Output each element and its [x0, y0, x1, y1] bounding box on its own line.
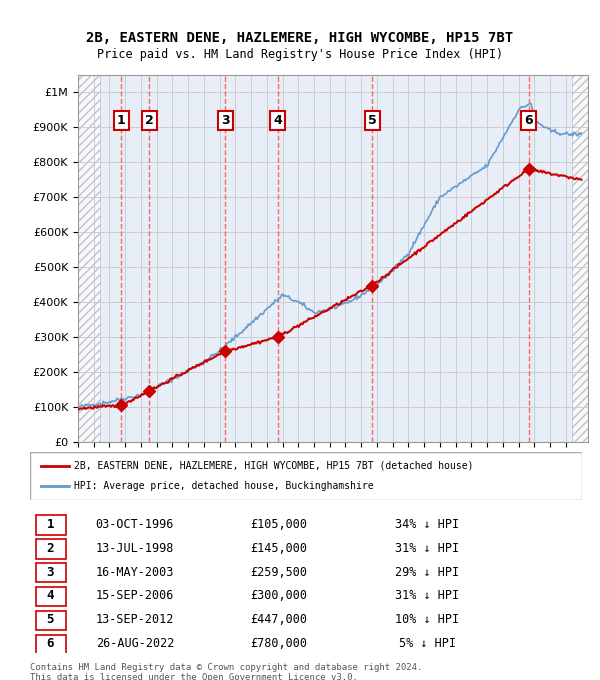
Text: 5% ↓ HPI: 5% ↓ HPI: [399, 637, 456, 650]
FancyBboxPatch shape: [35, 515, 66, 534]
Text: 31% ↓ HPI: 31% ↓ HPI: [395, 590, 460, 602]
Text: Contains HM Land Registry data © Crown copyright and database right 2024.: Contains HM Land Registry data © Crown c…: [30, 663, 422, 672]
FancyBboxPatch shape: [35, 563, 66, 583]
Text: £780,000: £780,000: [250, 637, 307, 650]
Text: 31% ↓ HPI: 31% ↓ HPI: [395, 541, 460, 555]
Text: 6: 6: [524, 114, 533, 126]
Text: Price paid vs. HM Land Registry's House Price Index (HPI): Price paid vs. HM Land Registry's House …: [97, 48, 503, 61]
FancyBboxPatch shape: [35, 539, 66, 558]
Text: £447,000: £447,000: [250, 613, 307, 626]
Text: 3: 3: [221, 114, 230, 126]
FancyBboxPatch shape: [35, 635, 66, 654]
Text: £259,500: £259,500: [250, 566, 307, 579]
FancyBboxPatch shape: [30, 452, 582, 500]
Text: 34% ↓ HPI: 34% ↓ HPI: [395, 517, 460, 530]
Text: 2: 2: [47, 541, 54, 555]
Text: HPI: Average price, detached house, Buckinghamshire: HPI: Average price, detached house, Buck…: [74, 481, 374, 492]
FancyBboxPatch shape: [35, 611, 66, 630]
Text: 3: 3: [47, 566, 54, 579]
Text: 4: 4: [274, 114, 282, 126]
Text: £145,000: £145,000: [250, 541, 307, 555]
FancyBboxPatch shape: [35, 587, 66, 607]
Text: £300,000: £300,000: [250, 590, 307, 602]
Text: 2: 2: [145, 114, 154, 126]
Text: 03-OCT-1996: 03-OCT-1996: [95, 517, 174, 530]
Text: 13-JUL-1998: 13-JUL-1998: [95, 541, 174, 555]
Text: 13-SEP-2012: 13-SEP-2012: [95, 613, 174, 626]
Text: This data is licensed under the Open Government Licence v3.0.: This data is licensed under the Open Gov…: [30, 673, 358, 680]
Text: 1: 1: [117, 114, 126, 126]
Text: 5: 5: [368, 114, 377, 126]
Text: 15-SEP-2006: 15-SEP-2006: [95, 590, 174, 602]
Text: 4: 4: [47, 590, 54, 602]
Text: 6: 6: [47, 637, 54, 650]
Text: 1: 1: [47, 517, 54, 530]
Text: 29% ↓ HPI: 29% ↓ HPI: [395, 566, 460, 579]
Text: 5: 5: [47, 613, 54, 626]
Text: 2B, EASTERN DENE, HAZLEMERE, HIGH WYCOMBE, HP15 7BT (detached house): 2B, EASTERN DENE, HAZLEMERE, HIGH WYCOMB…: [74, 460, 473, 471]
Text: 10% ↓ HPI: 10% ↓ HPI: [395, 613, 460, 626]
Text: 2B, EASTERN DENE, HAZLEMERE, HIGH WYCOMBE, HP15 7BT: 2B, EASTERN DENE, HAZLEMERE, HIGH WYCOMB…: [86, 31, 514, 45]
Text: 16-MAY-2003: 16-MAY-2003: [95, 566, 174, 579]
Text: 26-AUG-2022: 26-AUG-2022: [95, 637, 174, 650]
Text: £105,000: £105,000: [250, 517, 307, 530]
